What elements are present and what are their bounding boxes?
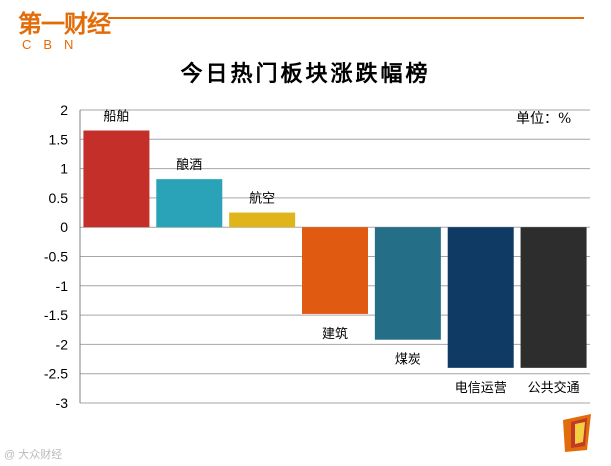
category-label: 酿酒 xyxy=(176,157,202,173)
bar xyxy=(447,227,514,368)
header-divider xyxy=(108,17,584,19)
y-tick-label: -0.5 xyxy=(44,249,68,265)
y-tick-label: 0 xyxy=(60,219,68,235)
corner-logo-icon xyxy=(563,414,591,452)
category-label: 煤炭 xyxy=(395,353,421,368)
category-label: 电信运营 xyxy=(455,381,507,396)
y-tick-label: -1 xyxy=(56,278,69,294)
logo-english-text: CBN xyxy=(22,37,86,52)
y-tick-label: 0.5 xyxy=(49,190,69,206)
category-label: 船舶 xyxy=(103,109,129,125)
y-tick-label: 1 xyxy=(60,161,68,177)
bar xyxy=(302,227,368,314)
cbn-logo: 第一财经 CBN xyxy=(18,10,118,54)
y-tick-label: 2 xyxy=(60,102,68,118)
bar xyxy=(156,179,223,228)
watermark: @ 大众财经 xyxy=(4,449,63,461)
bar xyxy=(374,227,441,340)
y-tick-label: 1.5 xyxy=(49,131,69,147)
chart-title: 今日热门板块涨跌幅榜 xyxy=(180,61,431,87)
bar xyxy=(229,212,296,228)
category-label: 航空 xyxy=(249,191,275,207)
y-tick-label: -2 xyxy=(56,336,69,352)
bar xyxy=(83,130,150,228)
category-label: 建筑 xyxy=(322,326,348,342)
logo-chinese-text: 第一财经 xyxy=(18,9,111,38)
y-tick-label: -1.5 xyxy=(44,307,68,323)
category-label: 公共交通 xyxy=(528,380,580,396)
y-tick-label: -2.5 xyxy=(44,366,68,382)
unit-label: 单位：% xyxy=(516,111,572,127)
bar xyxy=(520,227,587,368)
y-tick-label: -3 xyxy=(56,395,69,411)
